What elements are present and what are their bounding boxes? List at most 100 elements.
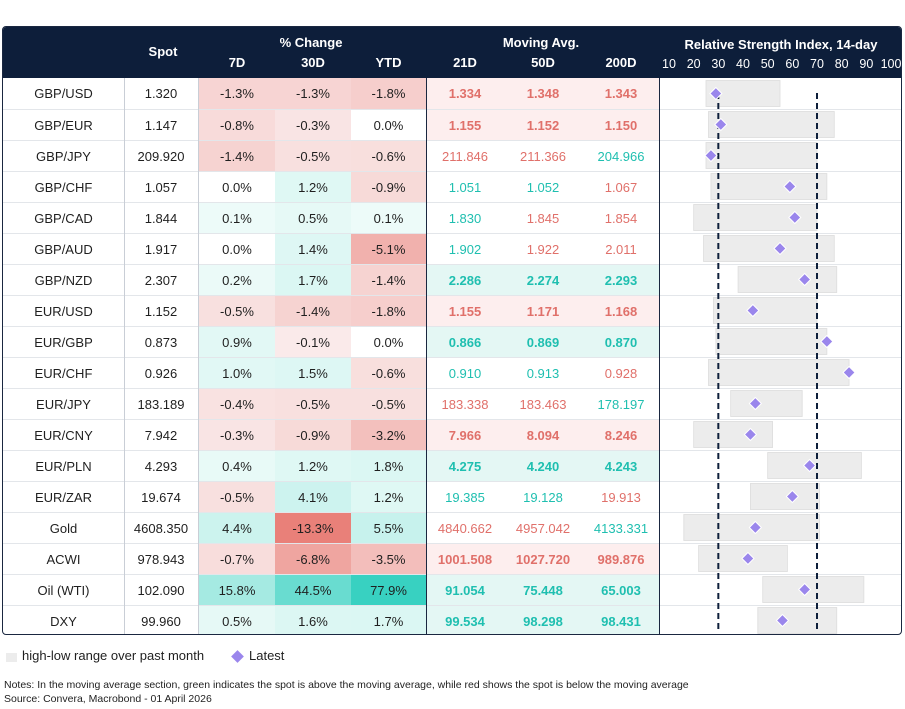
rsi-range-bar	[762, 576, 865, 603]
change-ytd-cell: -1.8%	[351, 78, 426, 109]
rsi-latest-marker	[797, 582, 812, 597]
ma-50d-cell: 19.128	[523, 490, 563, 505]
ma-50d-cell: 8.094	[526, 428, 560, 443]
section-divider	[426, 78, 427, 634]
ma-21d-cell: 183.338	[441, 397, 489, 412]
legend-latest-label: Latest	[249, 648, 285, 663]
change-30d-cell: -0.1%	[275, 327, 351, 358]
change-30d-cell: 44.5%	[275, 575, 351, 606]
pair-cell: EUR/CHF	[34, 366, 93, 381]
sub-header-200d: 200D	[605, 55, 637, 70]
rsi-range-bar	[757, 607, 838, 634]
rsi-tick-label: 10	[662, 57, 676, 71]
ma-50d-cell: 183.463	[519, 397, 567, 412]
pair-cell: EUR/JPY	[36, 397, 91, 412]
ma-200d-cell: 1.168	[604, 304, 638, 319]
ma-200d-cell: 178.197	[597, 397, 645, 412]
change-ytd-cell: 1.8%	[351, 451, 426, 482]
pair-cell: GBP/EUR	[34, 118, 93, 133]
ma-signal-band	[427, 110, 659, 141]
change-7d-cell: -0.5%	[199, 296, 275, 327]
rsi-latest-marker	[746, 303, 760, 318]
change-30d-cell: -0.9%	[275, 420, 351, 451]
ma-200d-cell: 4.243	[604, 459, 638, 474]
spot-cell: 0.873	[144, 335, 178, 350]
ma-200d-cell: 1.150	[604, 118, 638, 133]
pair-cell: GBP/CHF	[34, 180, 93, 195]
ma-21d-cell: 2.286	[448, 273, 482, 288]
legend-latest-diamond-icon	[231, 650, 244, 663]
change-30d-cell: -1.3%	[275, 78, 351, 109]
pair-cell: GBP/CAD	[34, 211, 93, 226]
table-row: EUR/CHF 0.926 1.0% 1.5% -0.6% 0.910 0.913 0.928	[3, 357, 901, 389]
ma-50d-cell: 0.869	[526, 335, 560, 350]
ma-21d-cell: 1.830	[448, 211, 482, 226]
change-7d-cell: 0.4%	[199, 451, 275, 482]
ma-21d-cell: 99.534	[445, 614, 485, 629]
change-7d-cell: -0.5%	[199, 482, 275, 513]
ma-200d-cell: 98.431	[601, 614, 641, 629]
ma-200d-cell: 204.966	[597, 149, 645, 164]
ma-21d-cell: 1.902	[448, 242, 482, 257]
change-7d-cell: -0.4%	[199, 389, 275, 420]
ma-200d-cell: 8.246	[604, 428, 638, 443]
ma-200d-cell: 19.913	[601, 490, 641, 505]
change-30d-cell: 1.7%	[275, 265, 351, 296]
ma-50d-cell: 4.240	[526, 459, 560, 474]
table-row: GBP/EUR 1.147 -0.8% -0.3% 0.0% 1.155 1.152 1.15…	[3, 109, 901, 141]
ma-50d-cell: 1.171	[526, 304, 560, 319]
ma-21d-cell: 1.155	[448, 118, 482, 133]
ma-signal-band	[427, 327, 659, 358]
source-line: Source: Convera, Macrobond - 01 April 20…	[4, 692, 212, 705]
change-7d-cell: 0.5%	[199, 606, 275, 634]
ma-signal-band	[427, 78, 659, 109]
table-header: Spot % Change Moving Avg. Relative Stren…	[3, 27, 901, 78]
ma-21d-cell: 4840.662	[437, 521, 493, 536]
change-ytd-cell: 5.5%	[351, 513, 426, 544]
spot-cell: 7.942	[144, 428, 178, 443]
change-7d-cell: 0.2%	[199, 265, 275, 296]
change-ytd-cell: 1.7%	[351, 606, 426, 634]
rsi-range-bar	[703, 235, 835, 262]
change-ytd-cell: -5.1%	[351, 234, 426, 265]
ma-200d-cell: 0.928	[604, 366, 638, 381]
notes-line: Notes: In the moving average section, gr…	[4, 679, 689, 691]
column-divider	[124, 78, 125, 634]
ma-50d-cell: 1.922	[526, 242, 560, 257]
sub-header-21d: 21D	[453, 55, 477, 70]
change-7d-cell: -0.8%	[199, 110, 275, 141]
sub-header-ytd: YTD	[375, 55, 402, 70]
ma-50d-cell: 4957.042	[515, 521, 571, 536]
table-row: EUR/CNY 7.942 -0.3% -0.9% -3.2% 7.966 8.094 8.2…	[3, 419, 901, 451]
ma-50d-cell: 1.152	[526, 118, 560, 133]
change-7d-cell: 0.0%	[199, 234, 275, 265]
ma-21d-cell: 4.275	[448, 459, 482, 474]
change-ytd-cell: -3.2%	[351, 420, 426, 451]
change-7d-cell: -1.4%	[199, 141, 275, 172]
spot-cell: 1.320	[144, 86, 178, 101]
pair-cell: GBP/NZD	[34, 273, 93, 288]
rsi-range-bar	[710, 173, 828, 200]
rsi-latest-marker	[743, 427, 758, 442]
table-row: GBP/CAD 1.844 0.1% 0.5% 0.1% 1.830 1.845 1.854	[3, 202, 901, 234]
rsi-tick-label: 100	[880, 57, 902, 71]
rsi-range-bar	[705, 80, 781, 107]
ma-21d-cell: 19.385	[445, 490, 485, 505]
change-ytd-cell: -0.5%	[351, 389, 426, 420]
change-7d-cell: 0.1%	[199, 203, 275, 234]
ma-200d-cell: 0.870	[604, 335, 638, 350]
change-ytd-cell: -0.9%	[351, 172, 426, 203]
change-ytd-cell: -0.6%	[351, 141, 426, 172]
change-ytd-cell: 77.9%	[351, 575, 426, 606]
spot-cell: 978.943	[137, 552, 185, 567]
rsi-latest-marker	[783, 179, 797, 194]
ma-21d-cell: 1.051	[448, 180, 482, 195]
rsi-latest-marker	[785, 489, 800, 504]
rsi-latest-marker	[748, 520, 763, 535]
spot-cell: 102.090	[137, 583, 185, 598]
table-row: EUR/PLN 4.293 0.4% 1.2% 1.8% 4.275 4.240 4.243	[3, 450, 901, 482]
rsi-tick-label: 60	[785, 57, 800, 71]
change-30d-cell: 1.6%	[275, 606, 351, 634]
table-row: Gold 4608.350 4.4% -13.3% 5.5% 4840.662 4957.0…	[3, 512, 901, 544]
legend-range-label: high-low range over past month	[22, 648, 205, 663]
